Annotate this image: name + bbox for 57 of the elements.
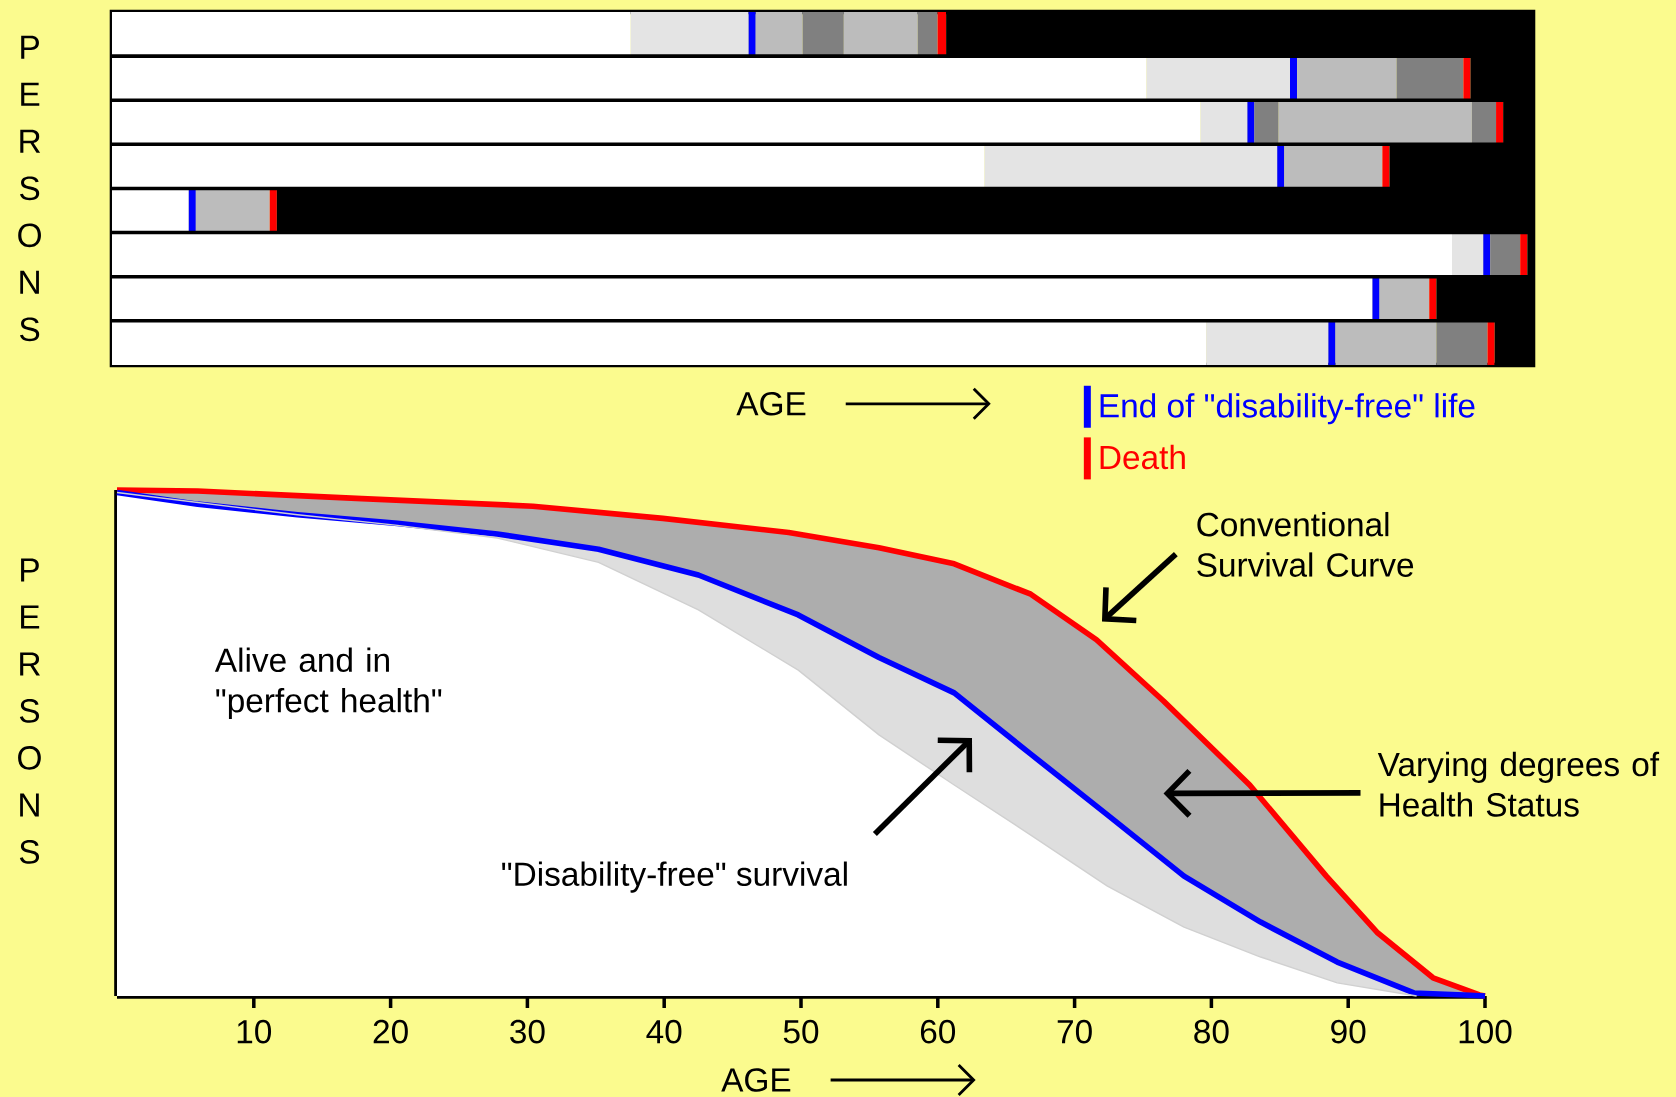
bar: [1520, 232, 1528, 277]
bar: [1335, 320, 1437, 365]
x-tick-label: 10: [237, 1019, 272, 1044]
bar: [1396, 56, 1464, 101]
bar: [1284, 144, 1383, 189]
bar: [917, 12, 938, 57]
bar: [1379, 276, 1430, 321]
bar: [1146, 56, 1291, 101]
bar: [269, 188, 277, 233]
x-tick-label: 70: [1057, 1019, 1092, 1044]
bar: [195, 188, 270, 233]
legend-label: End of "disability-free" life: [1100, 393, 1475, 425]
bar: [112, 276, 1373, 321]
annotation: Alive and in "perfect health": [214, 647, 442, 720]
x-tick-label: 60: [920, 1019, 956, 1044]
x-tick-label: 90: [1331, 1019, 1366, 1044]
x-tick-label: 80: [1194, 1019, 1229, 1044]
x-tick-label: 50: [783, 1019, 819, 1044]
bar: [802, 12, 844, 57]
bar: [112, 144, 985, 189]
bar: [1277, 144, 1285, 189]
bar: [755, 12, 803, 57]
bar: [630, 12, 749, 57]
bar: [1200, 100, 1248, 145]
bar: [984, 144, 1278, 189]
bar: [112, 232, 1453, 277]
bar: [1297, 56, 1397, 101]
y-axis-title: PERSONS: [18, 35, 41, 342]
bar: [1487, 320, 1495, 365]
bar: [1382, 144, 1390, 189]
annotation: Conventional Survival Curve: [1197, 511, 1414, 577]
bar: [1452, 232, 1484, 277]
bar: [1429, 276, 1437, 321]
x-tick-label: 20: [373, 1019, 408, 1044]
bar: [1483, 232, 1491, 277]
bar: [1436, 320, 1488, 365]
bar: [748, 12, 756, 57]
x-axis-title: AGE: [721, 1068, 791, 1092]
bar: [188, 188, 196, 233]
annotation: Varying degrees of Health Status: [1377, 751, 1660, 817]
legend-label: Death: [1100, 444, 1185, 470]
annotation: "Disability-free" survival: [502, 861, 847, 893]
bar: [112, 188, 189, 233]
bar: [112, 12, 631, 57]
x-tick-label: 30: [510, 1019, 545, 1044]
bar: [112, 56, 1147, 101]
bar: [1247, 100, 1255, 145]
x-axis-title: AGE: [736, 391, 806, 416]
x-tick-label: 40: [646, 1019, 682, 1044]
bar: [1206, 320, 1329, 365]
x-tick-label: 100: [1459, 1019, 1512, 1044]
bar: [112, 100, 1201, 145]
bar: [1328, 320, 1336, 365]
bar: [1496, 100, 1504, 145]
y-axis-title: PERSONS: [18, 558, 41, 864]
bar: [1372, 276, 1380, 321]
bar: [112, 320, 1207, 365]
